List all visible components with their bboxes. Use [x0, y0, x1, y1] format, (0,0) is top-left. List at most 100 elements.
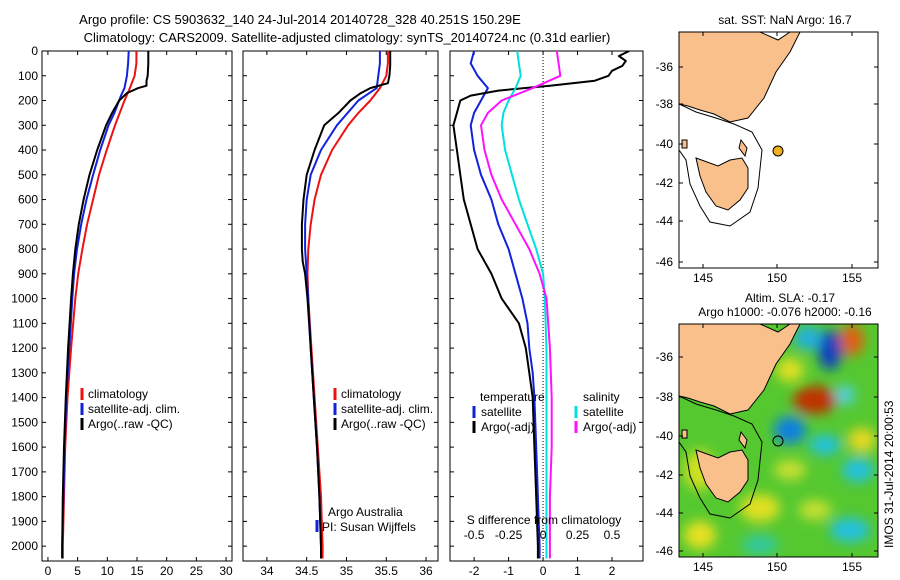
argo-float-marker-sla [772, 435, 784, 447]
legend-header: temperature [480, 390, 545, 404]
salinity-panel: 34 34.5 35 35.5 36 salinity climatologysatelli… [242, 50, 439, 580]
annotation-text: PI: Susan Wijffels [322, 520, 416, 534]
s-tick-label: -0.5 [464, 528, 485, 542]
y-tick-label: 0 [31, 44, 38, 58]
s-tick-label: 0.25 [566, 528, 590, 542]
x-axis-label: temperature (deg C) [83, 578, 191, 580]
title-line-1: Argo profile: CS 5903632_140 24-Jul-2014… [79, 12, 521, 27]
legend-label: satellite [481, 405, 522, 419]
lat-tick-label: -38 [656, 390, 674, 404]
lon-tick-label: 150 [767, 560, 787, 574]
x-tick-label: 30 [219, 564, 233, 578]
legend-label: climatology [88, 387, 148, 401]
y-tick-label: 200 [18, 94, 38, 108]
sla-map: Altim. SLA: -0.17 Argo h1000: -0.076 h20… [656, 291, 896, 574]
legend-label: Argo(..raw -QC) [88, 417, 173, 431]
x-tick-label: 15 [130, 564, 144, 578]
mainland-australia-sla [679, 324, 801, 415]
lat-tick-label: -36 [656, 350, 674, 364]
y-tick-label: 2000 [11, 539, 38, 553]
x-tick-label: 1 [574, 564, 581, 578]
x-tick-label: 5 [74, 564, 81, 578]
y-tick-label: 1200 [11, 341, 38, 355]
annotation-text: Argo Australia [328, 505, 403, 519]
x-tick-label: 36 [419, 564, 433, 578]
series-group [61, 51, 150, 559]
y-tick-label: 1700 [11, 465, 38, 479]
lat-tick-label: -42 [656, 176, 674, 190]
series-group [300, 51, 392, 559]
x-tick-label: 34 [260, 564, 274, 578]
shelf-contour-sla [679, 395, 763, 519]
x-tick-label: 0 [540, 564, 547, 578]
legend-label: Argo(-adj) [583, 420, 636, 434]
legend-label: climatology [341, 387, 401, 401]
lat-tick-label: -46 [656, 544, 674, 558]
x-tick-label: 20 [160, 564, 174, 578]
series-line [480, 51, 562, 559]
x-axis-label: T difference from climatology [470, 578, 624, 580]
series-line [500, 51, 548, 559]
s-axis-label: S difference from climatology [467, 513, 622, 527]
lon-tick-label: 145 [693, 271, 713, 285]
x-tick-label: 2 [609, 564, 616, 578]
y-tick-label: 600 [18, 193, 38, 207]
x-tick-label: -2 [469, 564, 480, 578]
legend-label: satellite [583, 405, 624, 419]
sla-map-title-2: Argo h1000: -0.076 h2000: -0.16 [698, 305, 872, 319]
lat-tick-label: -44 [656, 214, 674, 228]
x-axis-label: salinity [322, 578, 359, 580]
x-tick-label: 34.5 [295, 564, 319, 578]
lon-tick-label: 150 [767, 271, 787, 285]
lat-tick-label: -40 [656, 137, 674, 151]
difference-panel: -2 -1 0 1 2T difference from climatology temp… [449, 50, 644, 580]
y-tick-label: 900 [18, 267, 38, 281]
argo-float-marker [772, 145, 784, 157]
lat-tick-label: -44 [656, 506, 674, 520]
y-tick-label: 1900 [11, 514, 38, 528]
plot-frame [242, 50, 439, 562]
sst-map: sat. SST: NaN Argo: 16.7 -36 -38 -40 -42 -44… [656, 13, 879, 285]
sst-map-frame [678, 31, 879, 269]
series-line [452, 51, 630, 559]
tasmania [695, 157, 749, 211]
x-tick-label: -1 [503, 564, 514, 578]
sla-map-frame [678, 323, 879, 558]
title-line-2: Climatology: CARS2009. Satellite-adjuste… [84, 30, 611, 45]
y-tick-label: 500 [18, 168, 38, 182]
lon-tick-label: 145 [693, 560, 713, 574]
x-tick-label: 35.5 [375, 564, 399, 578]
sla-map-title-1: Altim. SLA: -0.17 [745, 291, 835, 305]
plot-frame [41, 50, 233, 562]
series-line [469, 51, 541, 559]
series-line [61, 51, 150, 559]
y-tick-label: 300 [18, 118, 38, 132]
y-tick-label: 1800 [11, 490, 38, 504]
sla-map-ticks: -36 -38 -40 -42 -44 -46 145 150 155 [656, 324, 878, 574]
flinders-island-sla [738, 430, 748, 450]
lat-tick-label: -40 [656, 429, 674, 443]
x-tick-label: 0 [45, 564, 52, 578]
sst-map-ticks: -36 -38 -40 -42 -44 -46 145 150 155 [656, 32, 878, 285]
series-line [300, 51, 392, 559]
legend-header: salinity [583, 390, 620, 404]
legend-label: satellite-adj. clim. [341, 402, 433, 416]
lat-tick-label: -36 [656, 60, 674, 74]
sst-map-title: sat. SST: NaN Argo: 16.7 [718, 13, 852, 27]
y-tick-label: 1100 [12, 316, 38, 330]
lon-tick-label: 155 [842, 271, 862, 285]
s-tick-label: 0.5 [604, 528, 621, 542]
y-tick-label: 1600 [11, 440, 38, 454]
flinders-island [738, 138, 748, 158]
x-tick-label: 25 [190, 564, 204, 578]
shelf-contour [679, 103, 763, 227]
tasmania-sla [695, 449, 749, 503]
legend-label: Argo(-adj) [481, 420, 534, 434]
lat-tick-label: -42 [656, 468, 674, 482]
y-tick-label: 800 [18, 242, 38, 256]
legend-label: satellite-adj. clim. [88, 402, 180, 416]
y-tick-label: 700 [18, 217, 38, 231]
imos-credit: IMOS 31-Jul-2014 20:00:53 [882, 400, 896, 548]
y-tick-label: 1300 [11, 366, 38, 380]
king-island-sla [681, 429, 688, 439]
